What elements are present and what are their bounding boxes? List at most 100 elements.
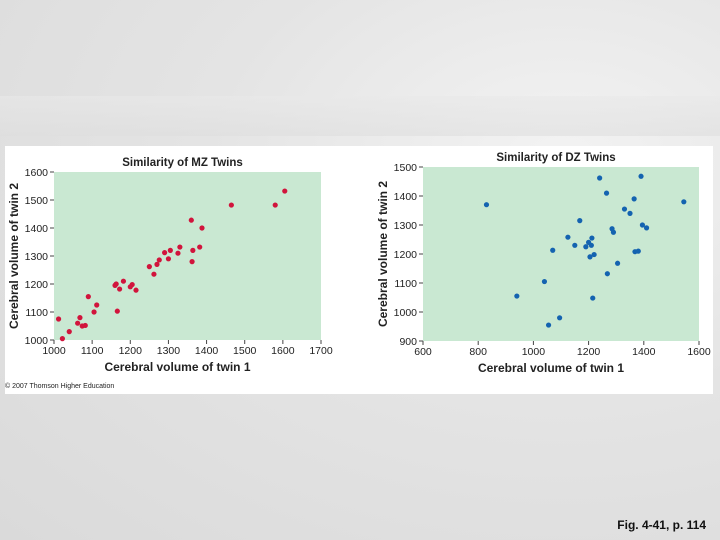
data-point xyxy=(162,250,168,256)
data-point xyxy=(120,278,127,284)
data-point xyxy=(577,218,583,224)
data-point xyxy=(117,286,123,292)
data-point xyxy=(587,254,593,260)
x-tick-label: 800 xyxy=(469,346,487,358)
data-point xyxy=(129,281,135,288)
data-point xyxy=(190,247,196,253)
data-point xyxy=(167,247,173,253)
data-point xyxy=(639,222,646,228)
data-point xyxy=(597,175,603,181)
data-point xyxy=(66,329,72,335)
data-point xyxy=(589,235,595,241)
data-point xyxy=(588,242,594,248)
y-tick-label: 1200 xyxy=(394,249,418,261)
y-tick-label: 1100 xyxy=(25,307,48,319)
data-point xyxy=(94,302,100,308)
data-point xyxy=(146,264,152,270)
x-axis-label-mz: Cerebral volume of twin 1 xyxy=(104,360,250,374)
figure-svg: Similarity of MZ Twins 1000 1100 1200 1300 14… xyxy=(7,152,711,375)
data-point xyxy=(631,196,637,202)
data-point xyxy=(177,244,183,250)
y-axis-label-dz: Cerebral volume of twin 2 xyxy=(376,181,390,327)
x-tick-label: 1600 xyxy=(687,346,711,358)
x-tick-label: 1400 xyxy=(195,345,219,357)
plot-area-dz xyxy=(423,167,699,341)
x-axis-label-dz: Cerebral volume of twin 1 xyxy=(478,361,624,375)
data-point xyxy=(75,320,81,326)
data-point xyxy=(572,242,578,248)
y-tick-label: 900 xyxy=(399,336,417,348)
background-band xyxy=(0,96,720,136)
data-point xyxy=(156,257,162,263)
data-point xyxy=(189,259,195,265)
data-point xyxy=(154,261,160,267)
data-point xyxy=(199,225,205,231)
data-point xyxy=(91,309,97,315)
data-point xyxy=(635,248,641,254)
y-tick-label: 1000 xyxy=(25,335,49,347)
chart-title-mz: Similarity of MZ Twins xyxy=(122,157,243,169)
data-point xyxy=(681,199,687,205)
chart-title-dz: Similarity of DZ Twins xyxy=(496,152,615,164)
copyright-credit: © 2007 Thomson Higher Education xyxy=(5,383,115,390)
data-point xyxy=(604,271,610,277)
x-tick-label: 600 xyxy=(414,346,432,358)
y-tick-label: 1300 xyxy=(394,220,418,232)
data-point xyxy=(197,244,203,250)
y-tick-label: 1600 xyxy=(25,167,49,179)
y-tick-label: 1300 xyxy=(25,251,49,263)
data-point xyxy=(113,281,119,287)
data-point xyxy=(55,316,62,322)
data-point xyxy=(565,234,571,240)
data-point xyxy=(627,210,633,216)
data-point xyxy=(603,190,610,196)
data-point xyxy=(514,293,520,299)
y-tick-label: 1200 xyxy=(25,279,49,291)
data-point xyxy=(85,294,91,300)
x-tick-label: 1000 xyxy=(42,345,66,357)
data-point xyxy=(614,260,621,266)
chart-dz: Similarity of DZ Twins 600 800 1000 1200 1400… xyxy=(376,152,711,375)
data-point xyxy=(82,322,88,329)
data-point xyxy=(643,225,650,231)
x-tick-label: 1000 xyxy=(522,346,546,358)
x-tick-label: 1600 xyxy=(271,345,295,357)
y-axis-label-mz: Cerebral volume of twin 2 xyxy=(7,183,21,329)
data-point xyxy=(59,336,65,342)
plot-area-mz xyxy=(54,172,321,340)
data-point xyxy=(483,202,490,208)
data-point xyxy=(151,271,157,277)
y-tick-label: 1400 xyxy=(25,223,49,235)
x-tick-label: 1400 xyxy=(632,346,656,358)
x-tick-label: 1500 xyxy=(233,345,257,357)
y-tick-label: 1000 xyxy=(394,307,418,319)
data-point xyxy=(541,278,548,285)
y-tick-label: 1500 xyxy=(394,162,418,174)
data-point xyxy=(228,202,234,208)
data-point xyxy=(133,287,139,293)
data-point xyxy=(545,322,552,328)
data-point xyxy=(165,256,172,262)
data-point xyxy=(638,173,644,179)
data-point xyxy=(282,188,288,194)
x-tick-label: 1200 xyxy=(119,345,143,357)
x-tick-label: 1200 xyxy=(577,346,601,358)
data-point xyxy=(188,217,194,223)
data-point xyxy=(590,295,596,301)
chart-mz: Similarity of MZ Twins 1000 1100 1200 1300 14… xyxy=(7,157,333,374)
x-tick-label: 1300 xyxy=(157,345,181,357)
data-point xyxy=(550,247,556,253)
figure-panel: Similarity of MZ Twins 1000 1100 1200 1300 14… xyxy=(5,146,713,394)
data-point xyxy=(272,202,278,208)
y-tick-label: 1500 xyxy=(25,195,49,207)
data-point xyxy=(557,315,563,321)
data-point xyxy=(175,250,181,256)
data-point xyxy=(583,244,589,250)
y-tick-label: 1400 xyxy=(394,191,418,203)
x-tick-label: 1700 xyxy=(309,345,333,357)
data-point xyxy=(77,315,83,321)
x-tick-label: 1100 xyxy=(81,345,104,357)
data-point xyxy=(621,206,628,212)
data-point xyxy=(610,229,617,235)
y-tick-label: 1100 xyxy=(394,278,417,290)
